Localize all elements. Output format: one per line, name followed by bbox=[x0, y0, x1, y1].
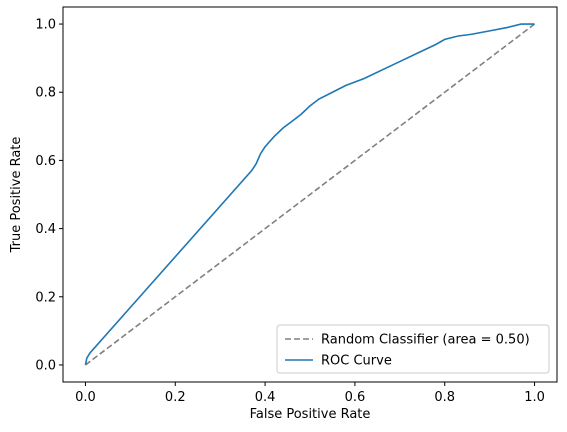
y-tick-label: 0.4 bbox=[35, 222, 56, 237]
x-axis-label: False Positive Rate bbox=[250, 407, 371, 422]
y-tick-label: 0.2 bbox=[35, 290, 56, 305]
x-tick-label: 0.0 bbox=[75, 390, 96, 405]
y-tick-label: 0.8 bbox=[35, 86, 56, 101]
x-axis: 0.0 0.2 0.4 0.6 0.8 1.0 bbox=[75, 382, 545, 405]
y-tick-label: 1.0 bbox=[35, 18, 56, 33]
legend-entry-label: Random Classifier (area = 0.50) bbox=[321, 333, 530, 348]
y-tick-label: 0.6 bbox=[35, 154, 56, 169]
y-axis-label: True Positive Rate bbox=[9, 137, 24, 254]
y-axis: 0.0 0.2 0.4 0.6 0.8 1.0 bbox=[35, 18, 63, 374]
legend-entry-label: ROC Curve bbox=[321, 354, 392, 369]
x-tick-label: 0.8 bbox=[434, 390, 455, 405]
x-tick-label: 0.2 bbox=[165, 390, 186, 405]
legend: Random Classifier (area = 0.50) ROC Curve bbox=[277, 325, 549, 373]
x-tick-label: 0.6 bbox=[345, 390, 366, 405]
x-tick-label: 0.4 bbox=[255, 390, 276, 405]
x-tick-label: 1.0 bbox=[524, 390, 545, 405]
y-tick-label: 0.0 bbox=[35, 358, 56, 373]
plot-area bbox=[85, 24, 534, 365]
random-classifier-line bbox=[85, 24, 534, 365]
